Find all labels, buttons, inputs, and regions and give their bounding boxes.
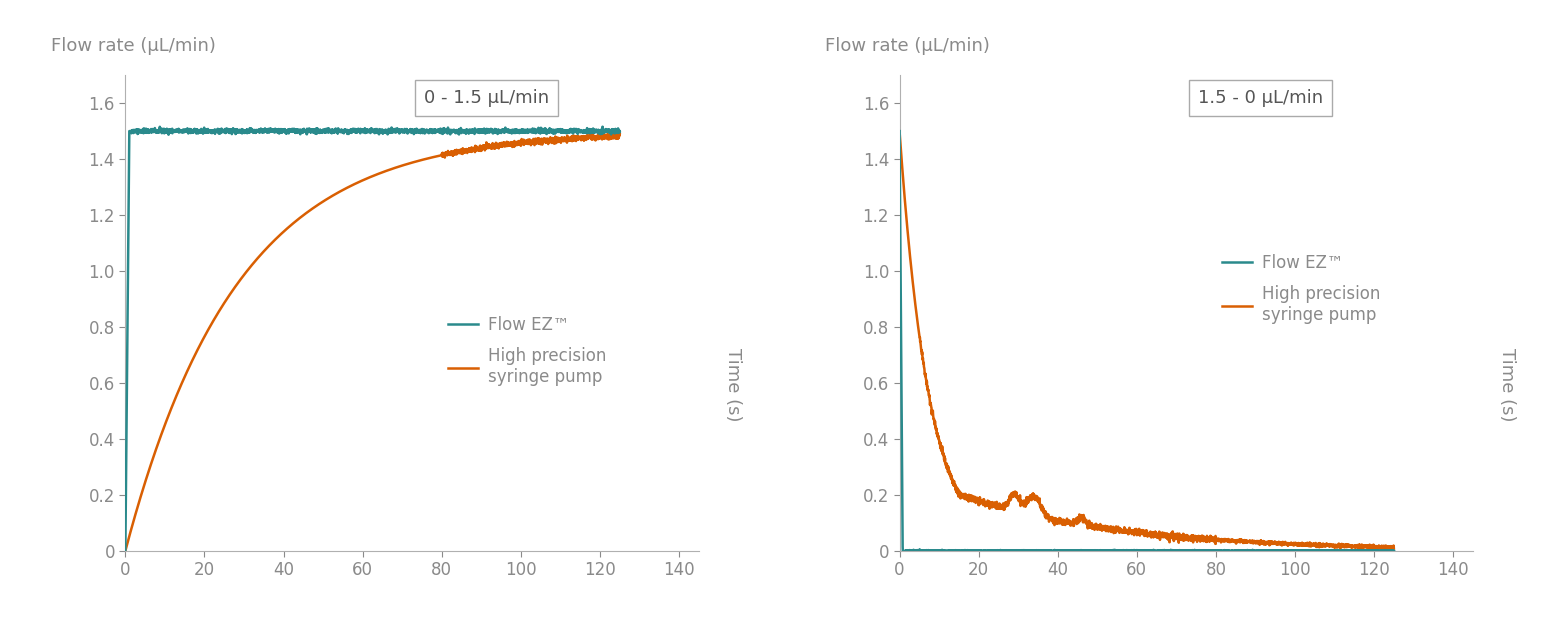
Legend: Flow EZ™, High precision
syringe pump: Flow EZ™, High precision syringe pump bbox=[1214, 247, 1387, 331]
Text: Flow rate (μL/min): Flow rate (μL/min) bbox=[50, 37, 216, 55]
Legend: Flow EZ™, High precision
syringe pump: Flow EZ™, High precision syringe pump bbox=[440, 309, 613, 393]
Text: 1.5 - 0 μL/min: 1.5 - 0 μL/min bbox=[1199, 90, 1324, 108]
Text: Time (s): Time (s) bbox=[1498, 347, 1517, 421]
Text: 0 - 1.5 μL/min: 0 - 1.5 μL/min bbox=[425, 90, 548, 108]
Text: Time (s): Time (s) bbox=[724, 347, 743, 421]
Text: Flow rate (μL/min): Flow rate (μL/min) bbox=[824, 37, 990, 55]
